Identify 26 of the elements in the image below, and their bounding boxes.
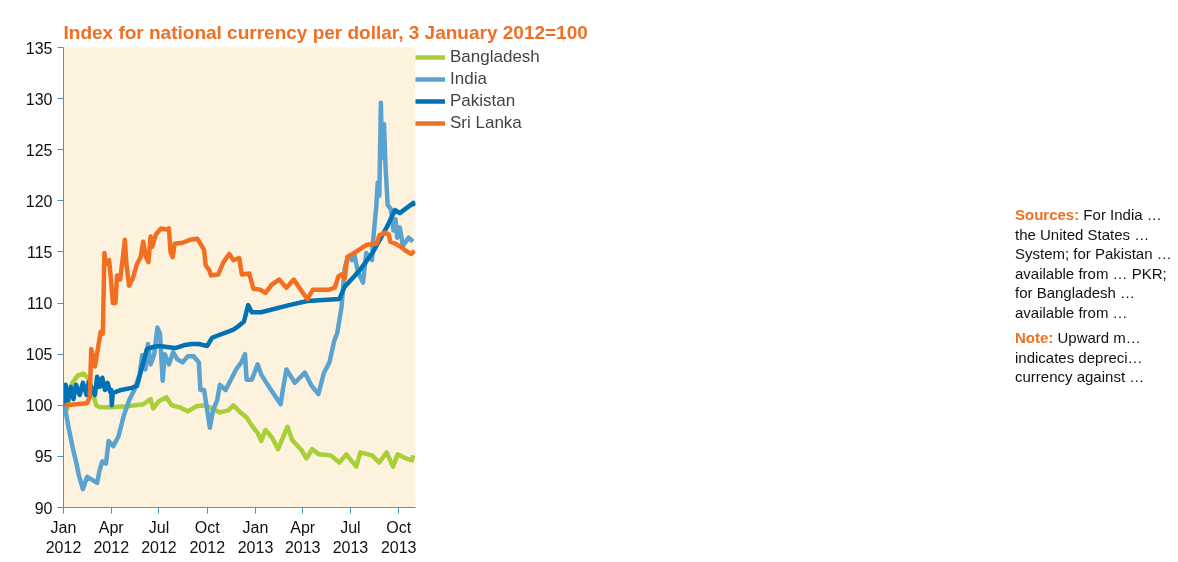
- y-tick-label: 100: [25, 397, 53, 415]
- y-tick-label: 95: [34, 448, 53, 466]
- x-tick-label: Apr 2012: [93, 518, 130, 556]
- y-tick-label: 105: [25, 346, 53, 364]
- x-tick-label: Jan 2012: [45, 518, 82, 556]
- legend-label: Sri Lanka: [450, 113, 522, 133]
- legend-label: Pakistan: [450, 91, 516, 111]
- y-tick-label: 125: [25, 141, 53, 159]
- source-note: Sources: For India … the United States … System; for Pakistan … available from … PKR; for Bangladesh … available from …: [1015, 205, 1173, 322]
- y-tick-label: 115: [26, 243, 53, 261]
- x-tick-label: Oct 2013: [380, 518, 417, 556]
- chart-title: Index for national currency per dollar, 3 January 2012=100: [63, 21, 588, 43]
- x-tick-label: Apr 2013: [284, 518, 321, 556]
- x-tick-label: Jul 2012: [141, 518, 177, 556]
- x-tick-label: Jul 2013: [332, 518, 369, 556]
- y-tick-label: 130: [25, 90, 53, 108]
- x-tick-label: Jan 2013: [237, 518, 274, 556]
- y-tick-label: 135: [25, 39, 53, 57]
- legend-label: Bangladesh: [450, 47, 540, 67]
- line-series: [63, 100, 416, 492]
- y-tick-label: 110: [26, 295, 53, 313]
- text: Note: Upward m… indicates depreci… currency against …: [1015, 328, 1146, 387]
- y-tick-label: 120: [25, 192, 53, 210]
- legend-label: India: [450, 69, 487, 89]
- y-tick-label: 90: [34, 499, 53, 517]
- x-tick-label: Oct 2012: [189, 518, 226, 556]
